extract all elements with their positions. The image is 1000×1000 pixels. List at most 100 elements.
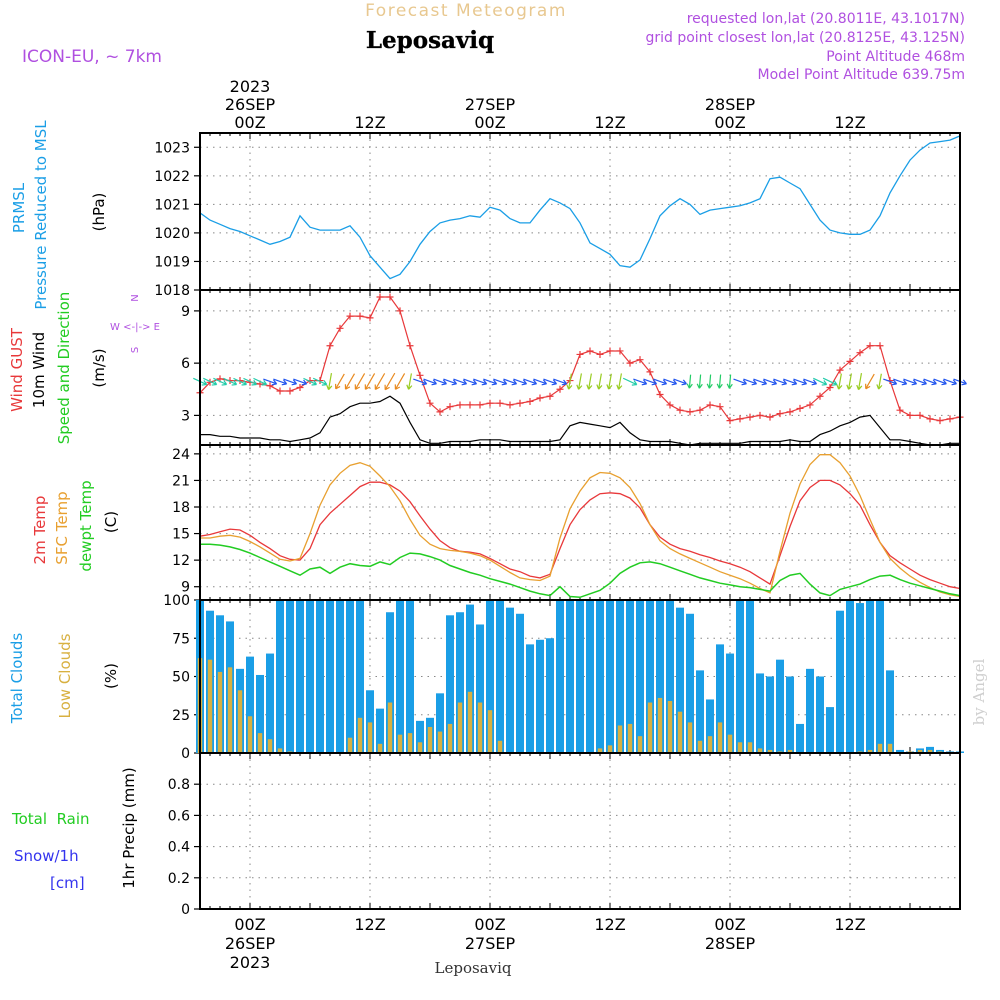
gust-marker (926, 415, 934, 423)
wind-arrow (326, 373, 333, 391)
low-cloud-bar (597, 748, 603, 753)
low-cloud-bar (347, 737, 353, 753)
bottom-time-label: 27SEP (465, 934, 516, 953)
gust-marker (916, 411, 924, 419)
y-tick-label: 24 (172, 447, 190, 463)
total-cloud-bar (356, 600, 364, 753)
wind-arrow (883, 378, 898, 386)
y-tick-label: 1020 (154, 226, 190, 242)
wind-panel: 3 6 9 (181, 289, 967, 446)
clouds-panel: 0 25 50 75 100 (163, 593, 964, 762)
gust-marker (896, 406, 904, 414)
gust-marker (866, 342, 874, 350)
gust-marker (696, 406, 704, 414)
total-cloud-bar (546, 638, 554, 753)
wind-arrow (596, 373, 603, 390)
low-cloud-bar (677, 711, 683, 753)
wind-arrow (312, 377, 328, 386)
pressure-msl-label: Pressure Reduced to MSL (32, 120, 50, 310)
model-altitude: Model Point Altitude 639.75m (758, 67, 965, 83)
prmsl-label: PRMSL (10, 182, 28, 233)
total-clouds-label: Total Clouds (8, 633, 26, 725)
total-cloud-bar (306, 600, 314, 753)
wind-arrow (933, 378, 947, 386)
total-cloud-bar (376, 708, 384, 753)
wind-arrow (473, 378, 488, 386)
gust-marker (386, 293, 394, 301)
gust-marker (406, 342, 414, 350)
wind-10m-label: 10m Wind (30, 332, 48, 408)
compass-south: S (130, 347, 141, 353)
wind-arrow (423, 378, 437, 386)
low-cloud-bar (207, 659, 213, 753)
low-cloud-bar (257, 733, 263, 753)
low-cloud-bar (487, 710, 493, 753)
credit-watermark: by Angel (970, 658, 988, 725)
temp-panel-labels: 2m Temp SFC Temp dewpt Temp (C) (31, 480, 120, 571)
wind-arrow (354, 373, 366, 390)
total-cloud-bar (516, 613, 524, 753)
y-tick-label: 0.2 (168, 871, 190, 887)
wind-arrow (503, 378, 518, 386)
gust-marker (356, 312, 364, 320)
low-cloud-bar (607, 745, 613, 753)
gust-marker (476, 401, 484, 409)
low-cloud-bar (497, 740, 503, 753)
wind-arrow (533, 378, 548, 386)
low-cloud-bar (697, 740, 703, 753)
pressure-panel-labels: PRMSL Pressure Reduced to MSL (hPa) (10, 120, 108, 310)
precip-unit: 1hr Precip (mm) (120, 767, 138, 888)
wind-arrow (903, 378, 918, 386)
gust-marker (656, 390, 664, 398)
total-cloud-bar (716, 644, 724, 753)
cloud-panel-labels: Total Clouds Low Clouds (%) (8, 633, 120, 725)
footer-location: Leposaviq (435, 959, 512, 977)
gust-marker (726, 417, 734, 425)
gust-marker (836, 366, 844, 374)
wind-arrow (793, 378, 808, 386)
series-line (199, 135, 961, 280)
wind-arrow (394, 373, 406, 390)
wind-arrow (463, 378, 478, 386)
wind-arrow (913, 378, 927, 386)
total-cloud-bar (696, 670, 704, 753)
total-cloud-bar (246, 656, 254, 753)
top-time-label: 12Z (354, 113, 385, 132)
wind-arrow (433, 378, 447, 386)
gust-marker (496, 399, 504, 407)
snow-label: Snow/1h (14, 847, 79, 865)
low-cloud-bar (767, 749, 773, 753)
wind-arrow (203, 377, 218, 386)
low-cloud-bar (877, 743, 883, 753)
low-cloud-bar (657, 697, 663, 753)
gust-marker (746, 413, 754, 421)
y-tick-label: 50 (172, 670, 190, 686)
gust-marker (706, 401, 714, 409)
gust-marker (326, 342, 334, 350)
wind-arrow (836, 373, 843, 390)
total-cloud-bar (846, 600, 854, 753)
series-line (200, 395, 960, 446)
gust-marker (676, 406, 684, 414)
bottom-time-label: 12Z (834, 915, 865, 934)
temp-panel: 9 12 15 18 21 24 (172, 444, 961, 601)
gust-marker (816, 392, 824, 400)
gust-marker (456, 401, 464, 409)
top-time-label: 28SEP (705, 95, 756, 114)
compass-we: W <-|-> E (110, 322, 160, 333)
gust-marker (586, 347, 594, 355)
gust-marker (416, 371, 424, 379)
gust-marker (516, 399, 524, 407)
gust-marker (716, 403, 724, 411)
gust-marker (776, 410, 784, 418)
total-cloud-bar (836, 610, 844, 753)
y-tick-label: 1021 (154, 197, 190, 213)
location-title: Leposaviq (366, 27, 494, 54)
wind-arrow (783, 378, 798, 386)
total-cloud-bar (626, 600, 634, 753)
gust-marker (466, 401, 474, 409)
wind-arrow (443, 378, 458, 386)
total-cloud-bar (816, 676, 824, 753)
gust-marker (446, 403, 454, 411)
